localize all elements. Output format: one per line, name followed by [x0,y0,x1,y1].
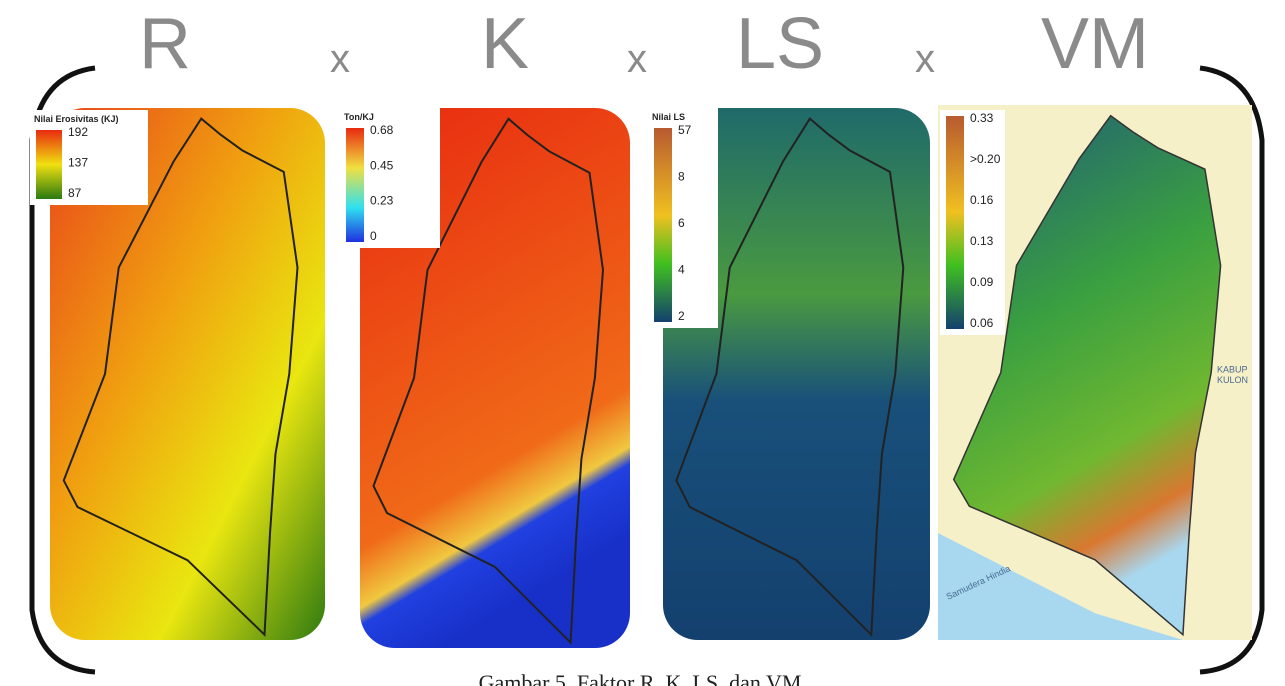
legend-title: Ton/KJ [344,112,374,122]
legend-label: 57 [678,123,692,137]
legend-label: 0.33 [970,111,994,125]
legend-label: >0.20 [970,152,1001,166]
legend-label: 6 [678,216,685,230]
legend-label: 4 [678,263,685,277]
map-label: KULON [1217,375,1248,385]
legend-label: 2 [678,309,685,323]
legend-label: 0.23 [370,194,394,208]
legend-colorbar [346,128,364,242]
legend-title: Nilai LS [652,112,685,122]
factor-label: VM [1041,4,1149,84]
legend-label: 137 [68,156,88,170]
legend-label: 0.09 [970,275,994,289]
caption: Gambar 5. Faktor R, K, LS, dan VM [479,670,802,686]
legend-colorbar [946,116,964,329]
operator: x [330,37,350,81]
legend-colorbar [654,128,672,322]
operator: x [915,37,935,81]
legend-label: 0.13 [970,234,994,248]
figure: R x K x LS x VM Nilai Erosivitas (KJ)192… [0,0,1285,686]
factor-label: R [139,4,191,84]
legend-label: 8 [678,170,685,184]
legend-label: 0.06 [970,316,994,330]
factor-label: K [481,4,529,84]
legend-label: 0.68 [370,123,394,137]
legend-label: 0.45 [370,158,394,172]
legend-label: 192 [68,125,88,139]
map-label: KABUP [1217,365,1248,375]
operator: x [627,37,647,81]
factor-label: LS [736,4,824,84]
legend-label: 87 [68,186,82,200]
legend-title: Nilai Erosivitas (KJ) [34,114,119,124]
legend-colorbar [36,130,62,199]
legend-label: 0 [370,229,377,243]
legend-label: 0.16 [970,193,994,207]
